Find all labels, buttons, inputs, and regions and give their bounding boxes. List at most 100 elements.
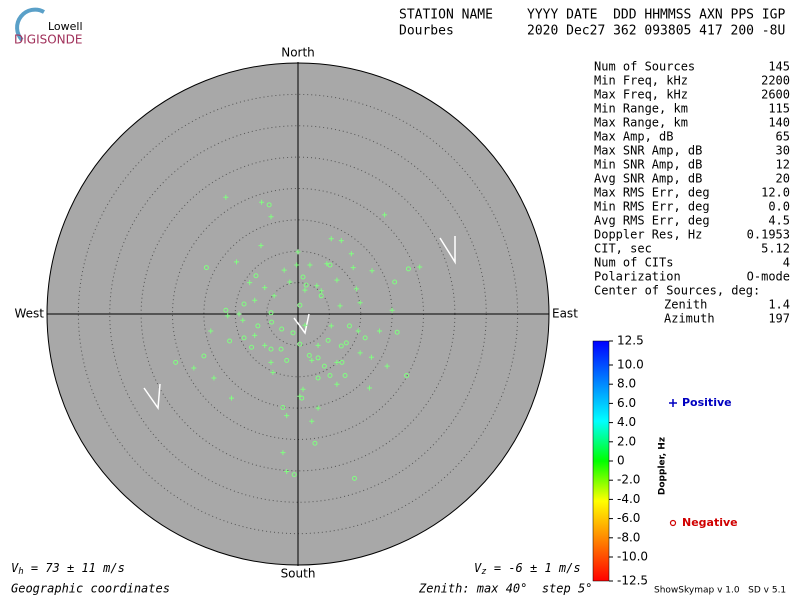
- legend-label: Positive: [682, 396, 732, 409]
- source-circle: [338, 343, 344, 349]
- source-plus: [337, 303, 343, 309]
- source-plus: [334, 277, 340, 283]
- source-plus: [223, 194, 229, 200]
- source-plus: [281, 267, 287, 273]
- source-plus: [284, 469, 290, 475]
- source-plus: [350, 265, 356, 271]
- center-label: Zenith: [664, 298, 707, 312]
- source-plus: [258, 243, 264, 249]
- west-label: West: [14, 307, 44, 321]
- source-plus: [348, 251, 354, 257]
- source-plus: [309, 418, 315, 424]
- source-plus: [318, 288, 324, 294]
- stat-value: 4.5: [768, 214, 790, 228]
- colorbar-tick-label: 4.0: [617, 415, 636, 429]
- source-circle: [312, 440, 318, 446]
- stat-label: Min RMS Err, deg: [594, 200, 710, 214]
- source-plus: [191, 365, 197, 371]
- source-plus: [271, 293, 277, 299]
- stat-label: Num of Sources: [594, 60, 695, 74]
- source-plus: [252, 297, 258, 303]
- legend-marker: [669, 519, 677, 527]
- source-circle: [268, 310, 274, 316]
- colorbar: [592, 340, 610, 582]
- source-plus: [314, 283, 320, 289]
- colorbar-tick-label: 0: [617, 454, 625, 468]
- stat-label: Num of CITs: [594, 256, 673, 270]
- colorbar-tick-label: 8.0: [617, 377, 636, 391]
- source-plus: [389, 307, 395, 313]
- source-plus: [369, 268, 375, 274]
- source-plus: [259, 199, 265, 205]
- colorbar-tick-label: 2.0: [617, 434, 636, 448]
- source-circle: [404, 372, 410, 378]
- zenith-text: Zenith: max 40° step 5°: [418, 582, 592, 596]
- stat-value: 145: [768, 60, 790, 74]
- source-circle: [339, 359, 345, 365]
- source-circle: [318, 293, 324, 299]
- source-plus: [280, 450, 286, 456]
- source-circle: [241, 335, 247, 341]
- source-circle: [325, 337, 331, 343]
- source-circle: [327, 262, 333, 268]
- velocity-glyphs: [143, 236, 456, 411]
- source-plus: [208, 328, 214, 334]
- source-circle: [241, 301, 247, 307]
- source-circle: [255, 323, 261, 329]
- source-plus: [353, 286, 359, 292]
- source-plus: [338, 238, 344, 244]
- source-circle: [315, 355, 321, 361]
- source-circle: [227, 338, 233, 344]
- stat-value: 12: [776, 158, 790, 172]
- source-circle: [269, 319, 275, 325]
- source-plus: [307, 262, 313, 268]
- source-circle: [266, 202, 272, 208]
- source-plus: [228, 395, 234, 401]
- source-plus: [357, 300, 363, 306]
- source-plus: [328, 323, 334, 329]
- source-plus: [382, 212, 388, 218]
- source-circle: [279, 326, 285, 332]
- stat-label: Avg RMS Err, deg: [594, 214, 710, 228]
- colorbar-tick-label: 10.0: [617, 358, 644, 372]
- source-plus: [334, 359, 340, 365]
- stat-label: Max Range, km: [594, 116, 688, 130]
- source-plus: [270, 369, 276, 375]
- coords-text: Geographic coordinates: [11, 582, 170, 596]
- source-circle: [300, 274, 306, 280]
- source-circle: [306, 352, 312, 358]
- source-circle: [297, 341, 303, 347]
- source-circle: [201, 353, 207, 359]
- stat-value: 65: [776, 130, 790, 144]
- source-circle: [362, 335, 368, 341]
- source-plus: [315, 405, 321, 411]
- source-circle: [223, 307, 229, 313]
- source-plus: [309, 357, 315, 363]
- source-circle: [299, 395, 305, 401]
- source-plus: [334, 381, 340, 387]
- source-plus: [252, 332, 258, 338]
- version-text: ShowSkymap v 1.0 SD v 5.1: [654, 586, 786, 596]
- source-circle: [392, 279, 398, 285]
- source-plus: [236, 311, 242, 317]
- colorbar-tick-label: 6.0: [617, 396, 636, 410]
- source-plus: [211, 375, 217, 381]
- colorbar-tick-label: 12.5: [617, 334, 644, 348]
- source-plus: [268, 359, 274, 365]
- source-plus: [315, 342, 321, 348]
- source-circle: [346, 323, 352, 329]
- stat-value: 20: [776, 172, 790, 186]
- source-plus: [287, 279, 293, 285]
- colorbar-tick-label: -4.0: [617, 492, 640, 506]
- stat-value: 2200: [761, 74, 790, 88]
- stat-value: 0.1953: [747, 228, 790, 242]
- vh-text: Vh = 73 ± 11 m/s: [11, 561, 125, 577]
- stat-value: 2600: [761, 88, 790, 102]
- south-label: South: [281, 567, 316, 581]
- source-circle: [253, 273, 259, 279]
- source-plus: [357, 350, 363, 356]
- source-circle: [303, 282, 309, 288]
- colorbar-tick-label: -10.0: [617, 550, 648, 564]
- stat-label: Min Range, km: [594, 102, 688, 116]
- source-circle: [173, 359, 179, 365]
